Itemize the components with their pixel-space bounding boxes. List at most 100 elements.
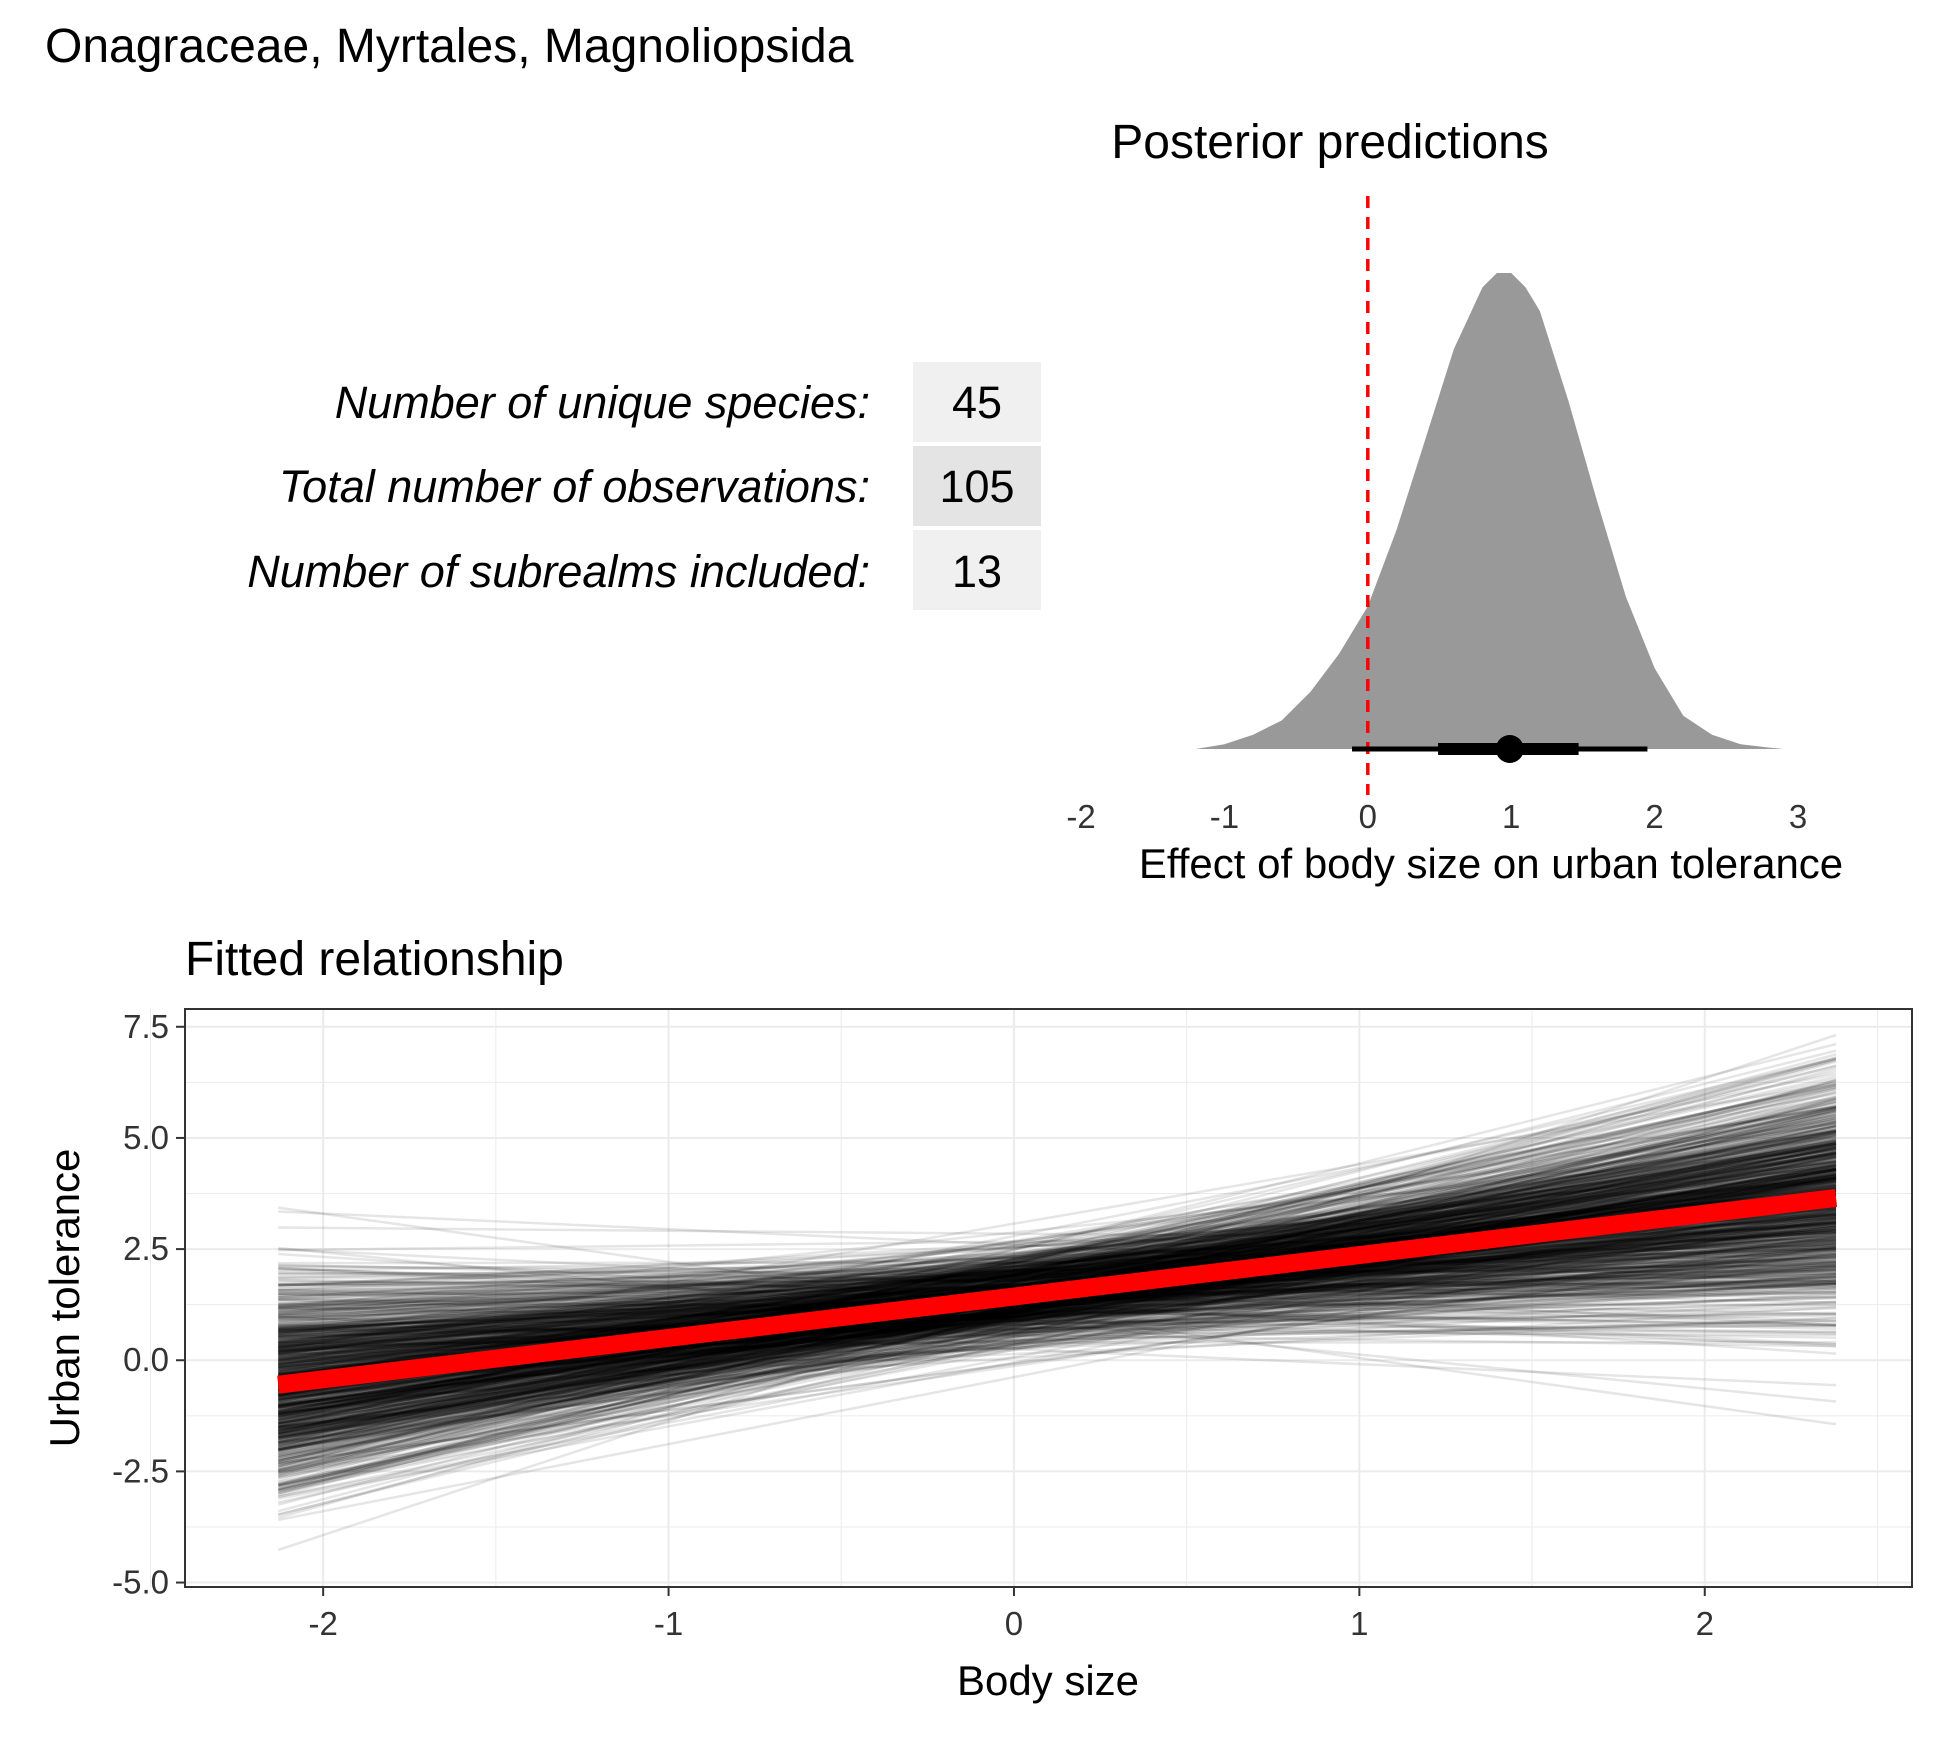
posterior-density-area	[1195, 273, 1784, 749]
posterior-draw-line	[278, 1155, 1837, 1348]
posterior-draw-line	[278, 1262, 1837, 1292]
plot-panel-border	[184, 1008, 1913, 1588]
posterior-draw-line	[278, 1230, 1837, 1401]
posterior-draw-line	[277, 1150, 1837, 1486]
posterior-draw-line	[278, 1315, 1837, 1387]
posterior-draw-line	[278, 1136, 1837, 1336]
stats-value-cell	[913, 530, 1041, 610]
posterior-draw-line	[278, 1266, 1837, 1356]
posterior-draw-line	[278, 1178, 1837, 1344]
stats-label: Number of unique species:	[335, 377, 870, 428]
posterior-draw-line	[278, 1180, 1837, 1366]
posterior-draw-line	[278, 1290, 1837, 1340]
posterior-draw-line	[277, 1097, 1837, 1506]
y-tick-label: -2.5	[112, 1452, 169, 1489]
posterior-draw-line	[278, 1228, 1837, 1392]
posterior-draw-line	[278, 1259, 1837, 1296]
posterior-draw-line	[278, 1155, 1837, 1447]
posterior-draw-line	[278, 1173, 1837, 1438]
posterior-draw-line	[278, 1240, 1837, 1290]
posterior-draw-line	[278, 1159, 1837, 1344]
stats-value-cell	[913, 362, 1041, 442]
posterior-draw-line	[278, 1147, 1837, 1461]
posterior-draw-line	[278, 1278, 1837, 1408]
posterior-draw-line	[278, 1179, 1837, 1326]
posterior-draw-line	[277, 1049, 1837, 1445]
posterior-draw-line	[278, 1296, 1837, 1351]
posterior-draw-line	[278, 1129, 1837, 1433]
posterior-draw-line	[278, 1145, 1837, 1418]
posterior-draw-line	[278, 1187, 1837, 1365]
posterior-draw-line	[278, 1164, 1837, 1444]
posterior-draw-line	[277, 1156, 1837, 1492]
posterior-draw-line	[278, 1169, 1837, 1454]
posterior-draw-line	[277, 1134, 1837, 1516]
fitted-y-axis-title: Urban tolerance	[41, 1149, 88, 1448]
posterior-draw-line	[278, 1106, 1837, 1436]
posterior-draw-line	[278, 1305, 1837, 1405]
stats-row: Number of unique species: 45	[335, 362, 1041, 442]
posterior-draw-line	[278, 1189, 1837, 1335]
posterior-draw-line	[278, 1253, 1837, 1354]
posterior-draw-line	[278, 1116, 1837, 1444]
posterior-draw-line	[278, 1185, 1837, 1347]
posterior-draw-line	[278, 1222, 1837, 1443]
posterior-draw-line	[278, 1160, 1837, 1379]
posterior-draw-line	[278, 1188, 1837, 1341]
posterior-draw-line	[278, 1274, 1837, 1385]
posterior-draw-line	[278, 1282, 1837, 1348]
posterior-draw-line	[278, 1167, 1837, 1452]
posterior-draw-line	[278, 1197, 1837, 1292]
posterior-draw-line	[278, 1146, 1837, 1415]
posterior-draw-line	[278, 1174, 1837, 1441]
posterior-draw-line	[278, 1187, 1837, 1354]
posterior-draw-line	[278, 1220, 1837, 1405]
posterior-draw-line	[278, 1249, 1837, 1431]
posterior-draw-line	[278, 1239, 1837, 1394]
posterior-draw-line	[278, 1207, 1837, 1425]
posterior-draw-line	[278, 1236, 1837, 1414]
posterior-draw-line	[277, 1077, 1837, 1423]
posterior-draw-line	[278, 1217, 1837, 1444]
stats-label: Total number of observations:	[279, 461, 870, 512]
posterior-draw-line	[277, 1085, 1837, 1442]
posterior-draw-line	[278, 1272, 1837, 1360]
posterior-draw-line	[278, 1221, 1837, 1450]
posterior-draw-line	[278, 1244, 1837, 1419]
posterior-draw-line	[278, 1216, 1837, 1396]
posterior-draw-line	[278, 1165, 1837, 1316]
posterior-draw-line	[278, 1183, 1837, 1355]
posterior-draw-line	[278, 1196, 1837, 1330]
posterior-draw-line	[278, 1091, 1837, 1419]
posterior-draw-line	[277, 1057, 1837, 1486]
posterior-draw-line	[278, 1145, 1837, 1378]
posterior-draw-line	[278, 1298, 1837, 1346]
posterior-draw-line	[278, 1213, 1837, 1417]
posterior-draw-line	[278, 1161, 1837, 1381]
posterior-draw-line	[278, 1168, 1837, 1370]
fitted-y-axis: -5.0 -2.5 0.0 2.5 5.0 7.5	[112, 1008, 185, 1601]
posterior-draw-line	[277, 1098, 1837, 1513]
posterior-draw-line	[278, 1081, 1837, 1351]
posterior-draw-line	[278, 1110, 1837, 1386]
stats-table: Number of unique species: 45 Total numbe…	[247, 362, 1041, 610]
posterior-draw-line	[278, 1185, 1837, 1353]
posterior-chart: Posterior predictions -2 -1 0 1 2 3 Effect of…	[1066, 116, 1843, 887]
posterior-draw-line	[278, 1252, 1837, 1355]
posterior-draw-line	[278, 1178, 1837, 1323]
posterior-draw-line	[278, 1113, 1837, 1444]
posterior-x-axis: -2 -1 0 1 2 3	[1066, 798, 1807, 835]
posterior-draw-line	[278, 1316, 1837, 1388]
posterior-draw-line	[278, 1269, 1837, 1352]
posterior-draw-line	[278, 1139, 1837, 1361]
posterior-draw-line	[278, 1142, 1837, 1379]
posterior-draw-line	[278, 1328, 1837, 1337]
posterior-draw-line	[278, 1282, 1837, 1356]
posterior-draw-line	[278, 1255, 1837, 1399]
posterior-draw-line	[278, 1166, 1837, 1347]
posterior-draw-line	[278, 1245, 1837, 1444]
posterior-draw-line	[278, 1291, 1837, 1397]
posterior-draw-line	[278, 1265, 1837, 1337]
posterior-draw-line	[278, 1323, 1837, 1348]
posterior-draw-line	[278, 1241, 1837, 1389]
